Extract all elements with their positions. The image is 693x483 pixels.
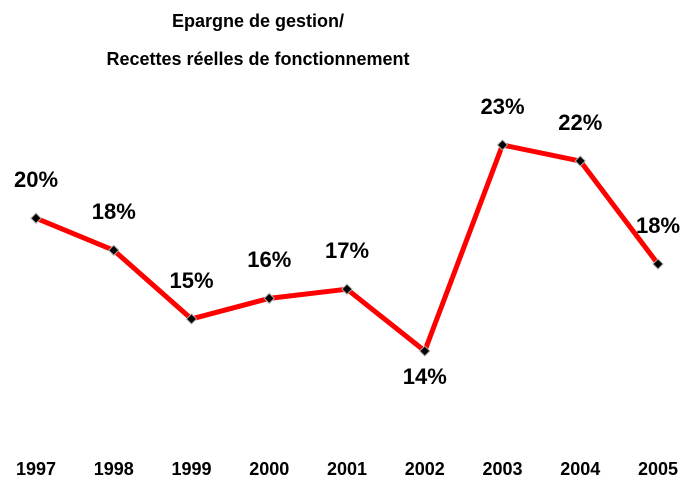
marker — [30, 212, 42, 224]
x-tick-label: 1999 — [171, 459, 211, 479]
marker — [652, 258, 664, 270]
marker — [185, 313, 198, 325]
x-tick-label: 2002 — [405, 459, 445, 479]
x-tick-label: 1997 — [16, 459, 56, 479]
x-tick-label: 2001 — [327, 459, 367, 479]
marker — [496, 139, 509, 151]
data-label: 14% — [403, 364, 447, 389]
marker — [108, 244, 120, 256]
chart-title: Recettes réelles de fonctionnement — [106, 49, 409, 69]
data-label: 16% — [247, 247, 291, 272]
marker — [419, 345, 431, 357]
chart-title: Epargne de gestion/ — [172, 11, 344, 31]
data-label: 15% — [169, 268, 213, 293]
data-label: 18% — [92, 199, 136, 224]
marker — [263, 292, 275, 305]
data-label: 22% — [558, 110, 602, 135]
x-tick-label: 2000 — [249, 459, 289, 479]
data-label: 18% — [636, 213, 680, 238]
marker — [341, 283, 353, 295]
x-tick-label: 2005 — [638, 459, 678, 479]
data-label: 17% — [325, 238, 369, 263]
x-tick-label: 2003 — [482, 459, 522, 479]
data-label: 23% — [480, 94, 524, 119]
marker — [574, 155, 586, 167]
data-label: 20% — [14, 167, 58, 192]
x-tick-label: 1998 — [94, 459, 134, 479]
x-tick-label: 2004 — [560, 459, 600, 479]
